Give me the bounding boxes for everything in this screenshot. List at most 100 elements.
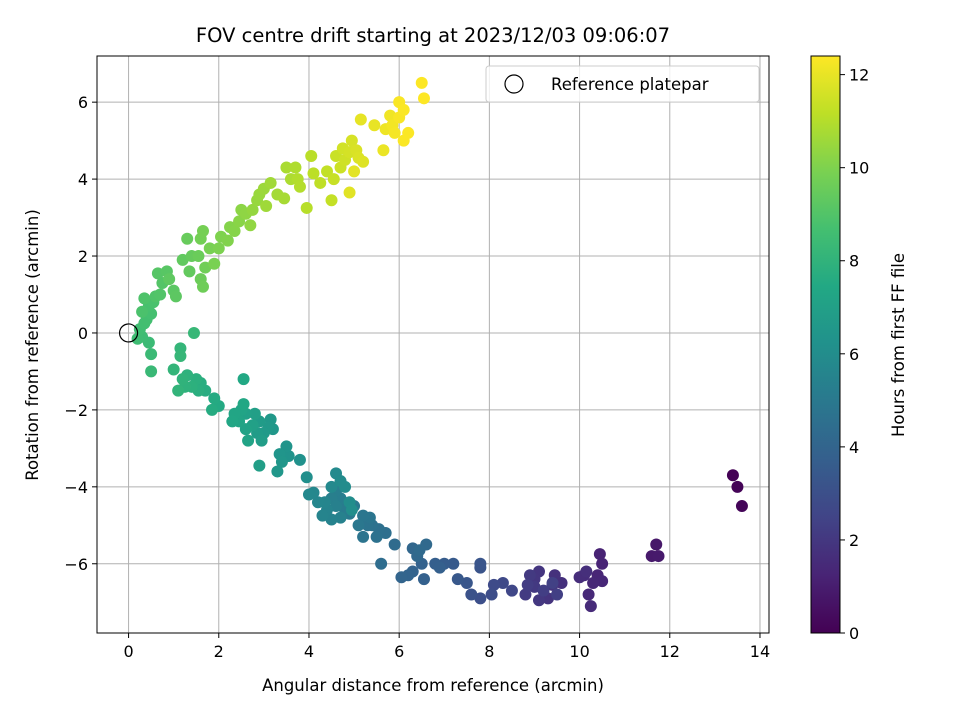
scatter-point — [293, 453, 306, 466]
scatter-point — [596, 575, 609, 588]
plot-frame — [96, 55, 770, 634]
scatter-point — [474, 557, 487, 570]
scatter-point — [167, 363, 180, 376]
scatter-point — [496, 576, 509, 589]
scatter-point — [537, 584, 550, 597]
scatter-point — [280, 161, 293, 174]
scatter-point — [275, 455, 288, 468]
scatter-point — [551, 588, 564, 601]
scatter-point — [233, 215, 246, 228]
scatter-point — [652, 550, 665, 563]
scatter-point — [174, 350, 187, 363]
colorbar-gradient — [810, 55, 841, 634]
scatter-point — [532, 594, 545, 607]
scatter-point — [314, 176, 327, 189]
scatter-point — [244, 219, 257, 232]
scatter-point — [650, 538, 663, 551]
scatter-point — [145, 365, 158, 378]
x-tick-label: 0 — [123, 642, 133, 661]
scatter-point — [352, 519, 365, 532]
scatter-point — [280, 440, 293, 453]
scatter-point — [260, 200, 273, 213]
colorbar-ticks: 0 2 4 6 8 10 12 — [840, 66, 869, 643]
scatter-point — [206, 403, 219, 416]
scatter-point — [325, 513, 338, 526]
scatter-point — [413, 544, 426, 557]
scatter-point — [239, 423, 252, 436]
scatter-point — [172, 384, 185, 397]
y-tick-label: 6 — [78, 93, 88, 112]
scatter-point — [402, 126, 415, 139]
scatter-point — [334, 511, 347, 524]
colorbar-tick-label: 12 — [849, 66, 869, 85]
scatter-point — [357, 155, 370, 168]
scatter-point — [451, 573, 464, 586]
scatter-point — [460, 576, 473, 589]
scatter-point — [726, 469, 739, 482]
scatter-point — [226, 415, 239, 428]
scatter-point — [388, 538, 401, 551]
scatter-point — [199, 261, 212, 274]
scatter-point — [302, 488, 315, 501]
y-tick-label: −6 — [64, 555, 88, 574]
scatter-point — [311, 496, 324, 509]
x-tick-label: 8 — [484, 642, 494, 661]
scatter-point — [278, 192, 291, 205]
scatter-point — [181, 232, 194, 245]
scatter-point — [395, 571, 408, 584]
scatter-point — [221, 234, 234, 247]
scatter-point — [343, 186, 356, 199]
legend-entry-label: Reference platepar — [551, 75, 709, 94]
scatter-point — [339, 480, 352, 493]
scatter-point — [327, 173, 340, 186]
scatter-point — [321, 165, 334, 178]
scatter-point — [183, 265, 196, 278]
scatter-point — [293, 180, 306, 193]
scatter-point — [377, 144, 390, 157]
scatter-point — [375, 557, 388, 570]
y-tick-label: 4 — [78, 170, 88, 189]
scatter-point — [348, 165, 361, 178]
x-tick-label: 6 — [394, 642, 404, 661]
scatter-point — [131, 332, 144, 345]
scatter-point — [237, 398, 250, 411]
scatter-point — [192, 250, 205, 263]
reference-platepar-marker — [118, 323, 139, 343]
scatter-point — [208, 257, 221, 270]
scatter-point — [731, 480, 744, 493]
scatter-point — [357, 509, 370, 522]
scatter-point — [300, 201, 313, 214]
chart-title: FOV centre drift starting at 2023/12/03 … — [196, 24, 670, 47]
colorbar: 0 2 4 6 8 10 12 Hours from first FF file — [810, 55, 908, 643]
scatter-point — [330, 150, 343, 163]
colorbar-tick-label: 0 — [849, 624, 859, 643]
scatter-point — [584, 600, 597, 613]
scatter-point — [316, 509, 329, 522]
scatter-point — [300, 471, 313, 484]
scatter-point — [417, 573, 430, 586]
colorbar-tick-label: 2 — [849, 531, 859, 550]
scatter-point — [271, 465, 284, 478]
scatter-point — [203, 242, 216, 255]
scatter-point — [246, 203, 259, 216]
y-tick-label: 0 — [78, 324, 88, 343]
scatter-point — [330, 500, 343, 513]
scatter-point — [212, 242, 225, 255]
scatter-point — [345, 503, 358, 516]
x-axis-ticks: 0 2 4 6 8 10 12 14 — [123, 633, 770, 661]
legend-box — [485, 65, 760, 103]
legend-reference-marker — [504, 74, 524, 94]
x-tick-label: 12 — [660, 642, 680, 661]
x-tick-label: 2 — [214, 642, 224, 661]
scatter-point — [154, 288, 167, 301]
scatter-point — [735, 500, 748, 513]
colorbar-tick-label: 4 — [849, 438, 859, 457]
grid-lines — [97, 56, 769, 633]
y-tick-label: −4 — [64, 478, 88, 497]
scatter-point — [487, 578, 500, 591]
scatter-point — [357, 530, 370, 543]
scatter-point — [505, 584, 518, 597]
scatter-point — [397, 103, 410, 116]
x-tick-label: 14 — [750, 642, 770, 661]
scatter-point — [325, 194, 338, 207]
